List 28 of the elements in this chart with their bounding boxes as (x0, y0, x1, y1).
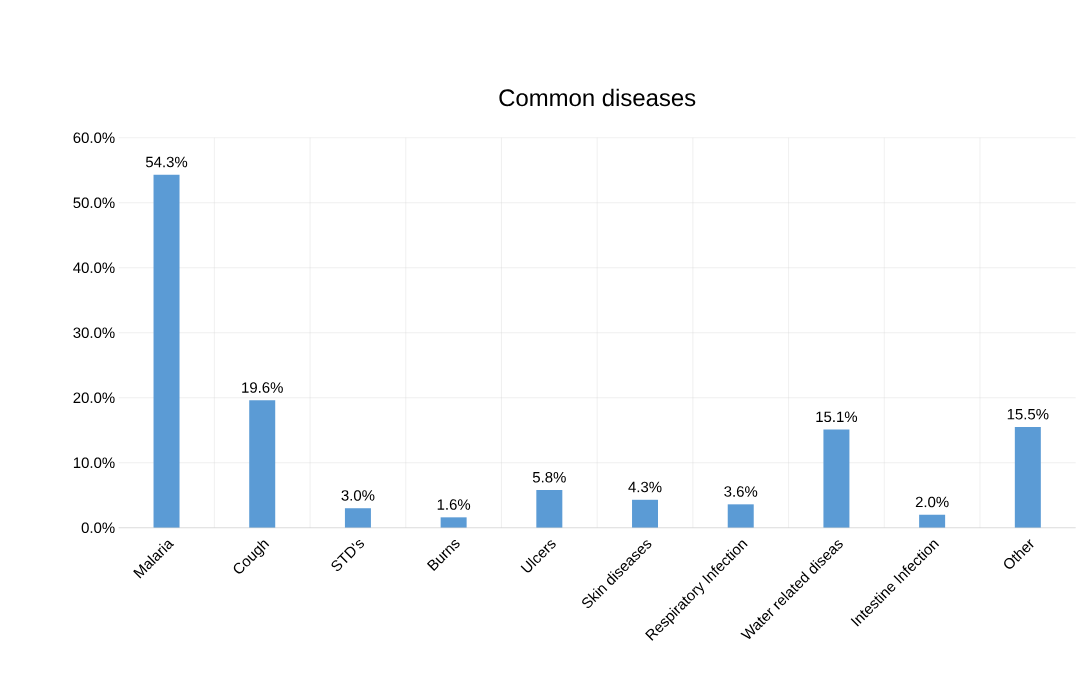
bar (1014, 426, 1041, 528)
data-label: 15.5% (1007, 408, 1049, 420)
data-label: 3.6% (724, 486, 758, 497)
y-tick-label: 10.0% (73, 457, 115, 469)
data-label: 15.1% (816, 411, 858, 423)
y-tick-label: 40.0% (73, 262, 115, 274)
data-label: 1.6% (437, 499, 471, 510)
bar (153, 174, 180, 528)
data-label: 3.0% (341, 490, 375, 501)
bar (344, 508, 371, 528)
bar (249, 400, 276, 528)
bar (632, 499, 659, 528)
y-tick-label: 30.0% (73, 327, 115, 339)
bar (823, 429, 850, 528)
y-tick-label: 60.0% (73, 132, 115, 144)
y-tick-label: 50.0% (73, 197, 115, 209)
data-label: 19.6% (242, 382, 283, 393)
data-label: 5.8% (532, 471, 566, 483)
chart-title: Common diseases (499, 88, 696, 107)
data-label: 54.3% (145, 156, 188, 168)
bar (536, 490, 563, 528)
bar (440, 517, 467, 528)
bar (727, 504, 754, 528)
data-label: 4.3% (628, 481, 662, 493)
bar (919, 514, 946, 528)
y-tick-label: 20.0% (73, 392, 115, 404)
data-label: 2.0% (915, 496, 949, 508)
y-tick-label: 0.0% (81, 522, 115, 534)
